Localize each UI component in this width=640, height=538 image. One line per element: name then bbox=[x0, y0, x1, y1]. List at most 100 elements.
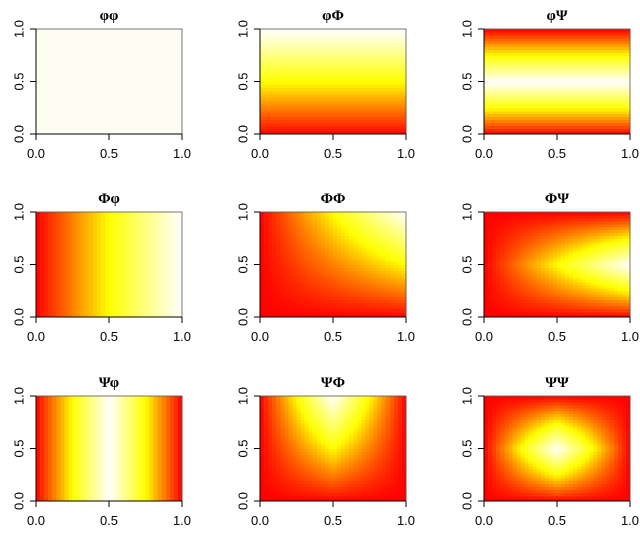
heatmap-cell bbox=[268, 119, 273, 123]
heatmap-cell bbox=[353, 43, 358, 48]
heatmap-cell bbox=[581, 84, 586, 88]
heatmap-cell bbox=[357, 128, 362, 132]
heatmap-cell bbox=[561, 93, 566, 97]
heatmap-cell bbox=[389, 66, 395, 71]
heatmap-cell bbox=[260, 87, 265, 91]
heatmap-cell bbox=[552, 107, 558, 112]
heatmap-cell bbox=[312, 110, 318, 115]
heatmap-cell bbox=[324, 49, 330, 53]
heatmap-cell bbox=[540, 99, 546, 103]
heatmap-cell bbox=[536, 29, 542, 33]
heatmap-cell bbox=[324, 125, 330, 129]
x-tick-label: 0.5 bbox=[100, 329, 118, 344]
heatmap-cell bbox=[397, 29, 403, 33]
heatmap-cell bbox=[337, 128, 342, 132]
heatmap-panel: φΦ0.0 0.5 1.00.00.51.0 bbox=[236, 8, 416, 161]
heatmap-cell bbox=[284, 81, 289, 86]
heatmap-cell bbox=[401, 29, 407, 33]
heatmap-cell bbox=[361, 131, 367, 135]
heatmap-cell bbox=[341, 101, 346, 106]
heatmap-cell bbox=[589, 128, 595, 132]
heatmap-cell bbox=[532, 52, 538, 56]
heatmap-cell bbox=[268, 96, 273, 100]
heatmap-cell bbox=[393, 69, 399, 74]
heatmap-cell bbox=[484, 101, 489, 106]
heatmap-cell bbox=[585, 75, 591, 80]
heatmap-cell bbox=[524, 40, 530, 45]
heatmap-cell bbox=[169, 212, 175, 216]
heatmap-cell bbox=[345, 107, 350, 112]
heatmap-cell bbox=[389, 34, 395, 39]
heatmap-panel: φφ0.0 0.5 1.00.00.51.0 bbox=[12, 8, 192, 161]
heatmap-cell bbox=[349, 96, 354, 100]
heatmap-cell bbox=[397, 107, 403, 112]
heatmap-cell bbox=[260, 212, 265, 216]
heatmap-cell bbox=[532, 90, 538, 94]
heatmap-cell bbox=[577, 31, 582, 36]
heatmap-cell bbox=[369, 72, 375, 77]
heatmap-cell bbox=[377, 110, 383, 115]
heatmap-cell bbox=[536, 104, 542, 109]
heatmap-cell bbox=[569, 61, 574, 65]
heatmap-cell bbox=[548, 87, 554, 91]
heatmap-cell bbox=[377, 46, 383, 51]
heatmap-cell bbox=[373, 131, 379, 135]
heatmap-cell bbox=[565, 81, 570, 86]
heatmap-cell bbox=[577, 72, 582, 77]
heatmap-cell bbox=[280, 64, 285, 68]
heatmap-cell bbox=[397, 34, 403, 39]
heatmap-cell bbox=[316, 66, 322, 71]
heatmap-cell bbox=[565, 64, 570, 68]
heatmap-cell bbox=[361, 101, 367, 106]
heatmap-cell bbox=[544, 81, 550, 86]
heatmap-cell bbox=[385, 125, 391, 129]
heatmap-cell bbox=[520, 96, 526, 100]
heatmap-cell bbox=[345, 113, 350, 118]
heatmap-cell bbox=[496, 58, 501, 62]
heatmap-cell bbox=[516, 90, 522, 94]
heatmap-cell bbox=[577, 104, 582, 109]
heatmap-cell bbox=[312, 122, 318, 126]
heatmap-cell bbox=[345, 131, 350, 135]
heatmap-cell bbox=[320, 107, 326, 112]
heatmap-cell bbox=[552, 110, 558, 115]
heatmap-cell bbox=[264, 113, 269, 118]
heatmap-cell bbox=[577, 61, 582, 65]
heatmap-cell bbox=[361, 113, 367, 118]
x-tick-label: 0.0 bbox=[475, 146, 493, 161]
heatmap-cell bbox=[520, 37, 526, 42]
heatmap-cell bbox=[540, 116, 546, 121]
heatmap-cell bbox=[488, 69, 493, 74]
x-tick-label: 0.5 bbox=[548, 146, 566, 161]
heatmap-cell bbox=[484, 113, 489, 118]
heatmap-cell bbox=[552, 90, 558, 94]
heatmap-cell bbox=[377, 84, 383, 88]
heatmap-cell bbox=[377, 99, 383, 103]
heatmap-cell bbox=[488, 75, 493, 80]
heatmap-cell bbox=[353, 122, 358, 126]
heatmap-cell bbox=[504, 40, 509, 45]
heatmap-cell bbox=[288, 61, 294, 65]
heatmap-cell bbox=[532, 31, 538, 36]
heatmap-cell bbox=[524, 37, 530, 42]
heatmap-cell bbox=[536, 72, 542, 77]
heatmap-cell bbox=[385, 81, 391, 86]
heatmap-cell bbox=[552, 122, 558, 126]
heatmap-cell bbox=[137, 212, 143, 216]
heatmap-cell bbox=[308, 90, 314, 94]
heatmap-cell bbox=[488, 43, 493, 48]
heatmap-cell bbox=[389, 46, 395, 51]
heatmap-cell bbox=[345, 119, 350, 123]
heatmap-cell bbox=[292, 34, 298, 39]
heatmap-cell bbox=[484, 49, 489, 53]
heatmap-cell bbox=[353, 46, 358, 51]
heatmap-cell bbox=[92, 212, 98, 216]
heatmap-cell bbox=[524, 31, 530, 36]
heatmap-cell bbox=[389, 101, 395, 106]
heatmap-cell bbox=[324, 61, 330, 65]
heatmap-cell bbox=[377, 37, 383, 42]
heatmap-cell bbox=[488, 122, 493, 126]
heatmap-cell bbox=[312, 34, 318, 39]
heatmap-cell bbox=[496, 104, 501, 109]
heatmap-cell bbox=[492, 101, 497, 106]
